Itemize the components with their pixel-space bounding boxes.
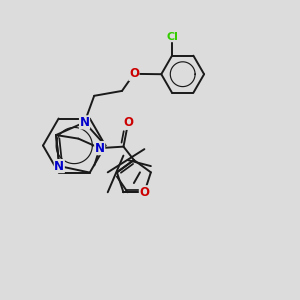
Text: N: N bbox=[80, 116, 89, 129]
Text: O: O bbox=[140, 186, 149, 199]
Text: N: N bbox=[95, 142, 105, 154]
Text: O: O bbox=[129, 68, 139, 80]
Text: Cl: Cl bbox=[166, 32, 178, 42]
Text: O: O bbox=[124, 116, 134, 129]
Text: N: N bbox=[54, 160, 64, 172]
